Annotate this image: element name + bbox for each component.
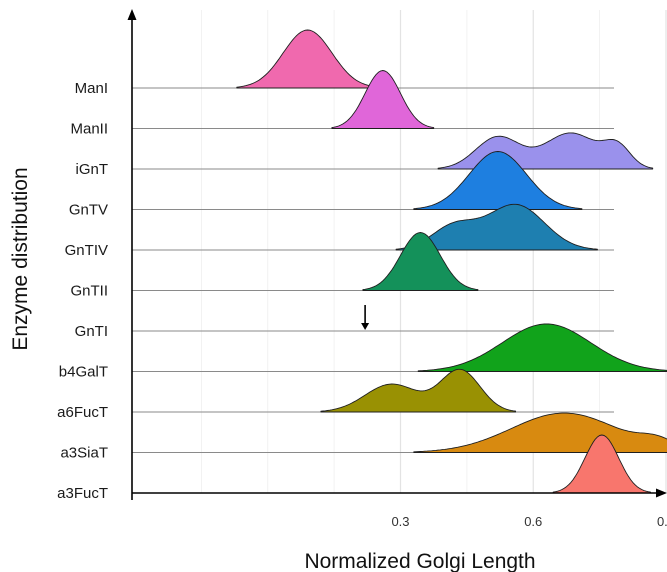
density-ManI — [236, 29, 379, 89]
x-tick-label: 0.3 — [391, 514, 409, 529]
category-label: GnTV — [69, 202, 108, 219]
category-label: iGnT — [75, 161, 108, 178]
ridge-iGnT — [132, 132, 654, 170]
ridges — [132, 29, 667, 494]
density-ManII — [331, 70, 435, 129]
category-label: GnTI — [75, 323, 108, 340]
density-GnTII — [362, 232, 479, 291]
category-label: ManI — [75, 80, 108, 97]
x-tick-labels: 0.3 0.6 0.9 — [391, 514, 667, 529]
ridge-a6FucT — [132, 368, 614, 413]
density-a3FucT — [552, 434, 651, 494]
x-tick-label: 0.6 — [524, 514, 542, 529]
category-label: GnTII — [70, 283, 108, 300]
category-label: a3SiaT — [60, 445, 108, 462]
ridge-GnTIV — [132, 203, 614, 251]
density-a6FucT — [320, 368, 517, 413]
x-axis-title: Normalized Golgi Length — [304, 550, 535, 572]
category-label: a3FucT — [57, 485, 108, 502]
density-a3SiaT — [413, 412, 667, 453]
density-iGnT — [437, 132, 654, 170]
ridge-a3SiaT — [132, 412, 667, 454]
ridge-b4GalT — [132, 323, 667, 373]
density-b4GalT — [417, 323, 667, 372]
x-axis-arrowhead — [656, 488, 667, 498]
y-axis-title: Enzyme distribution — [9, 167, 32, 350]
category-labels: ManI ManII iGnT GnTV GnTIV GnTII GnTI b4GalT a6F… — [57, 80, 108, 502]
category-label: b4GalT — [59, 364, 108, 381]
category-label: a6FucT — [57, 404, 108, 421]
axes — [127, 9, 667, 500]
category-label: ManII — [70, 121, 108, 138]
x-tick-label: 0.9 — [657, 514, 667, 529]
ridge-ManII — [132, 70, 614, 130]
category-label: GnTIV — [65, 242, 108, 259]
y-axis-arrowhead — [127, 9, 137, 20]
ridge-GnTV — [132, 151, 614, 211]
ridge-GnTII — [132, 232, 614, 292]
arrow-head — [361, 323, 370, 330]
annotations — [361, 305, 370, 330]
density-GnTV — [413, 151, 583, 210]
